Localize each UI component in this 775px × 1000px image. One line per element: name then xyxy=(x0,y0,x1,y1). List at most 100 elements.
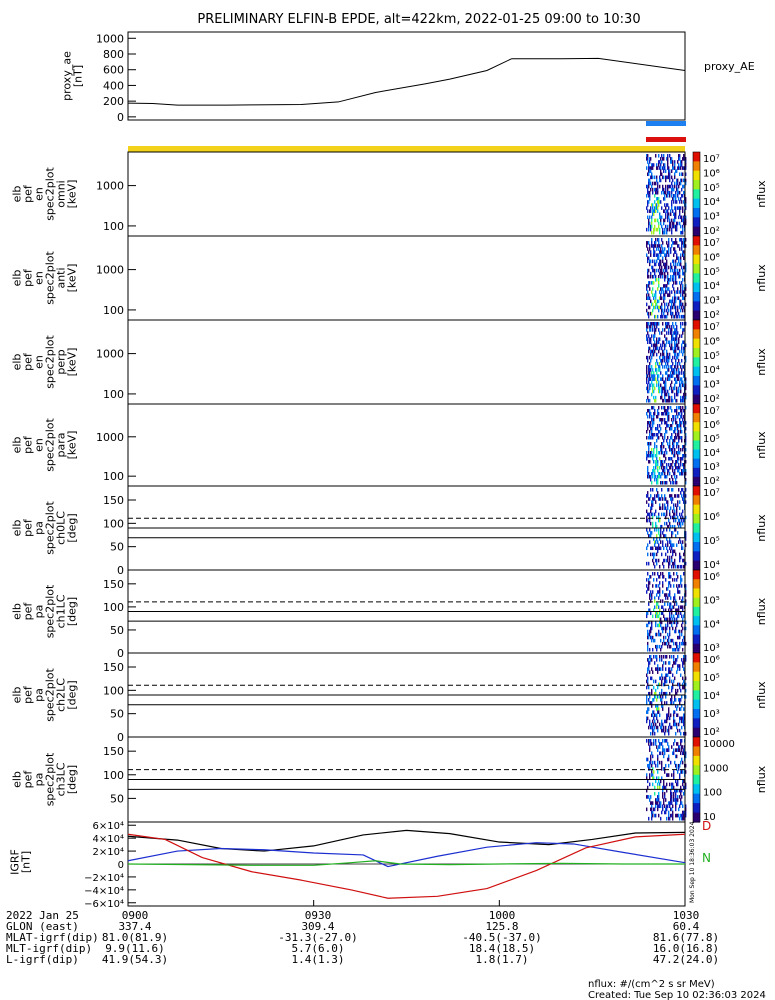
spec-cell xyxy=(658,813,660,818)
spec-cell xyxy=(685,543,687,547)
spec-cell xyxy=(674,593,676,597)
spec-cell xyxy=(664,166,666,170)
spec-cell xyxy=(651,448,653,452)
spec-cell xyxy=(661,421,663,425)
spec-ylabel-perp-line: en xyxy=(33,355,46,369)
spec-cell xyxy=(646,673,648,678)
spec-cell xyxy=(669,655,671,659)
spec-cell xyxy=(679,629,681,634)
spec-cell xyxy=(676,241,678,245)
spec-cell xyxy=(679,635,681,640)
spec-cell xyxy=(661,763,663,768)
spec-cell xyxy=(655,655,657,659)
spec-cell xyxy=(654,305,656,310)
spec-cell xyxy=(674,383,676,388)
spec-cell xyxy=(660,572,662,576)
spec-cell xyxy=(673,647,675,652)
spec-cell xyxy=(653,454,655,458)
spec-cell xyxy=(650,509,652,514)
spec-cell xyxy=(664,203,666,207)
spec-cell xyxy=(664,534,666,538)
spec-cell xyxy=(669,154,671,158)
spec-cell xyxy=(658,590,660,594)
spec-cell xyxy=(657,704,659,708)
spec-cell xyxy=(671,451,673,455)
spec-cell xyxy=(676,227,678,232)
spec-cell xyxy=(670,602,672,606)
spec-cell xyxy=(675,466,677,470)
spec-cell xyxy=(678,664,680,668)
spec-cell xyxy=(680,436,682,440)
spec-cell xyxy=(662,340,664,345)
spec-cell xyxy=(648,460,650,464)
spec-cell xyxy=(660,667,662,671)
spec-cell xyxy=(678,215,680,220)
spec-cell xyxy=(648,620,650,625)
spec-cell xyxy=(664,785,666,790)
spec-cell xyxy=(661,466,663,470)
spec-cell xyxy=(647,209,649,213)
spec-cell xyxy=(648,454,650,458)
spec-cell xyxy=(677,454,679,458)
spec-cell xyxy=(655,798,657,802)
spec-cell xyxy=(665,314,667,319)
spec-cell xyxy=(660,676,662,681)
spec-cell xyxy=(658,798,660,802)
igrf-x-line xyxy=(127,829,686,852)
spec-cell xyxy=(667,190,669,195)
spec-cell xyxy=(678,469,680,473)
spec-cell xyxy=(671,194,673,198)
spec-cell xyxy=(671,325,673,329)
spec-cell xyxy=(682,457,684,461)
spec-cell xyxy=(685,265,687,270)
spec-cell xyxy=(651,626,653,631)
spec-cell xyxy=(647,623,649,628)
spec-cell xyxy=(668,322,670,326)
spec-cell xyxy=(668,754,670,759)
spec-cell xyxy=(657,346,659,351)
spec-cell xyxy=(657,287,659,291)
spec-cell xyxy=(662,722,664,727)
spec-cell xyxy=(668,575,670,579)
spec-cell xyxy=(663,340,665,345)
spec-cell xyxy=(651,436,653,440)
spec-cell xyxy=(671,238,673,242)
spec-cell xyxy=(679,506,681,511)
spec-cell xyxy=(652,767,654,771)
spec-cell xyxy=(685,203,687,207)
spec-ylabel-ch3LC-line: ch3LC xyxy=(55,762,68,796)
spec-cell xyxy=(659,537,661,541)
spec-cell xyxy=(670,247,672,251)
spec-cell xyxy=(663,299,665,304)
spec-cell xyxy=(673,325,675,329)
spec-cell xyxy=(659,620,661,625)
spec-cell xyxy=(670,670,672,674)
spec-cell xyxy=(662,271,664,276)
spec-cell xyxy=(681,739,683,743)
spec-cell xyxy=(662,166,664,170)
spec-cell xyxy=(674,328,676,332)
spec-cell xyxy=(681,349,683,354)
spec-panel-ch1LC: 150100500elbpefpaspec2plotch1LC[deg]10⁶1… xyxy=(11,569,768,660)
spec-cell xyxy=(662,791,664,796)
spec-cell xyxy=(659,184,661,189)
annotation-row-value: 1.4(1.3) xyxy=(292,953,345,966)
spec-cell xyxy=(663,262,665,267)
spec-cell xyxy=(668,175,670,180)
spec-cell xyxy=(661,688,663,693)
spec-cell xyxy=(677,813,679,818)
spec-cell xyxy=(669,457,671,461)
spec-cell xyxy=(649,608,651,612)
spec-cell xyxy=(681,748,683,752)
spec-cell xyxy=(662,707,664,711)
colorbar-seg xyxy=(693,168,700,172)
spec-cell xyxy=(665,497,667,501)
spec-cell xyxy=(650,274,652,279)
spec-cell xyxy=(678,540,680,544)
spec-cell xyxy=(657,166,659,170)
spec-cell xyxy=(685,383,687,388)
spec-cell xyxy=(649,346,651,351)
spec-cell xyxy=(680,178,682,183)
spec-cell xyxy=(665,398,667,403)
